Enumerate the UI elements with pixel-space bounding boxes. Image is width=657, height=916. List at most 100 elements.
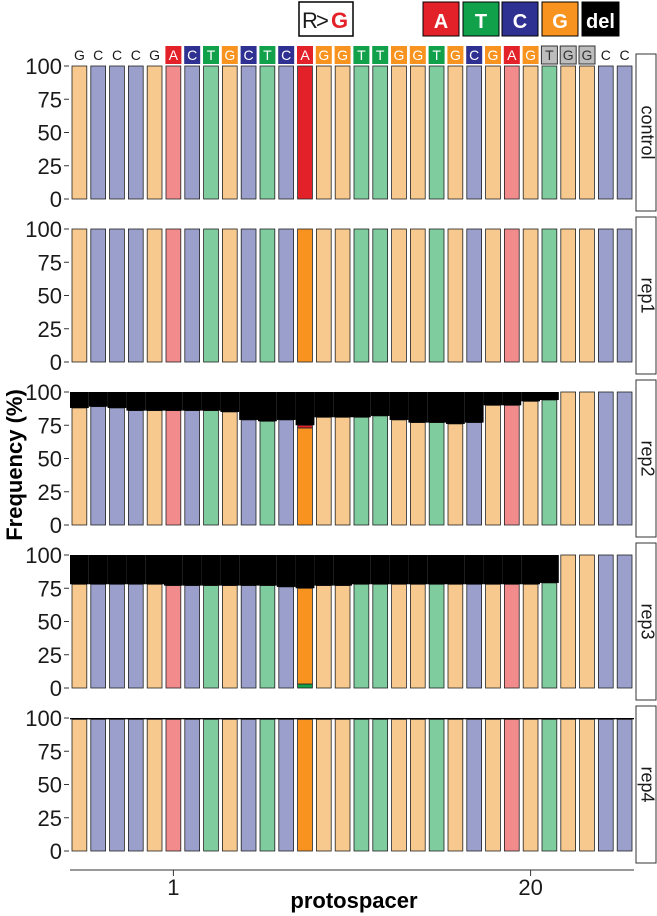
bar-segment-base [109,407,125,526]
bar-segment-del [483,392,503,406]
bar-segment-del [107,555,127,585]
bar-segment-del [239,718,258,720]
bar-segment-base [259,718,276,852]
y-tick-label: 75 [38,739,62,764]
seq-base: T [357,47,366,63]
bar-segment-base [334,718,351,852]
mutation-label-arrow: > [316,8,329,33]
bar-segment-base [485,718,501,852]
bar-segment-del [408,555,428,585]
bar-segment-base [428,422,445,526]
bar-segment-base [127,65,144,200]
bar-segment-del [540,392,559,400]
bar-segment-del [201,555,221,586]
panel-rep3: 0 25 50 75 100 rep3 [25,542,657,701]
legend-swatch-T [462,1,500,37]
bar-segment-del [333,392,352,418]
bar-segment-base [485,404,501,526]
bar-segment-base [579,391,595,526]
bar-segment-base [278,228,294,363]
bar-segment-base [146,65,163,200]
bar-segment-base [297,228,313,363]
bar-segment-base [109,228,125,363]
y-tick-label: 100 [25,217,62,242]
legend-swatch-del [581,1,620,37]
bar-segment-del [483,718,503,720]
bar-segment-del [145,718,164,720]
bar-segment-del [521,392,540,402]
bar-segment-base [203,585,219,689]
mutation-label: R > G [298,1,354,37]
seq-box [165,46,182,64]
y-tick-label: 50 [38,610,62,635]
bar-segment-base [184,718,201,852]
y-tick-label: 50 [38,284,62,309]
bar-segment-base [221,718,238,852]
bar-segment-base [353,228,370,363]
bar-segment-base [372,228,388,363]
bar-segment-base [541,228,558,363]
bar-segment-base [221,411,238,526]
seq-base: G [412,47,423,63]
bar-segment-base [409,228,426,363]
bar-segment-base [598,554,614,689]
seq-box [240,46,257,64]
bar-segment-base [90,228,107,363]
bar-segment-base [541,582,558,689]
bar-segment-del [314,555,334,586]
bar-segment-base [184,410,201,526]
bar-segment-base [522,65,539,200]
bar-segment-del [333,555,352,586]
seq-box [428,46,445,64]
bar-segment-base [297,65,313,200]
bar-segment-del [502,392,522,406]
bar-segment-base [466,422,482,526]
seq-box [447,46,464,64]
bar-segment-base [109,583,125,689]
bar-segment-base [503,228,520,363]
bar-segment-base [146,583,163,689]
bar-segment-del [239,555,258,586]
bar-segment-del [558,718,578,720]
bar-segment-del [408,718,428,720]
bar-segment-base [90,718,107,852]
bar-segment-base [334,585,351,689]
bar-segment-del [145,392,164,411]
bar-segment-del [258,555,277,586]
bar-segment-A [297,424,313,429]
bar-segment-base [109,718,125,852]
bar-segment-base [522,583,539,689]
bar-segment-del [220,718,240,720]
bar-segment-base [579,228,595,363]
bar-segment-del [182,718,202,720]
strip-label: rep2 [637,440,657,476]
seq-base: G [224,47,235,63]
seq-base: G [563,47,574,63]
legend-label-C: C [513,11,527,33]
bar-segment-del [521,718,540,720]
seq-box [334,46,351,64]
seq-box [259,46,276,64]
bar-segment-del [370,392,390,416]
bar-segment-base [372,583,388,689]
bar-segment-del [464,392,484,423]
bar-segment-del [314,718,334,720]
bar-segment-del [70,555,89,585]
seq-base: T [545,47,554,63]
seq-base: C [244,47,254,63]
seq-base: G [337,47,348,63]
bar-segment-T [297,683,313,689]
bar-segment-base [598,65,614,200]
bar-segment-del [126,392,146,411]
seq-box-grey [578,45,596,65]
seq-box [184,46,201,64]
y-tick-label: 100 [25,706,62,731]
strip-box [635,705,657,864]
legend-swatch-C [501,1,539,37]
legend-label-del: del [586,11,615,33]
x-axis: 1 20 [70,869,634,900]
strip-label: control [637,105,657,159]
legend-swatch-G [541,1,579,37]
bar-segment-base [503,583,520,689]
